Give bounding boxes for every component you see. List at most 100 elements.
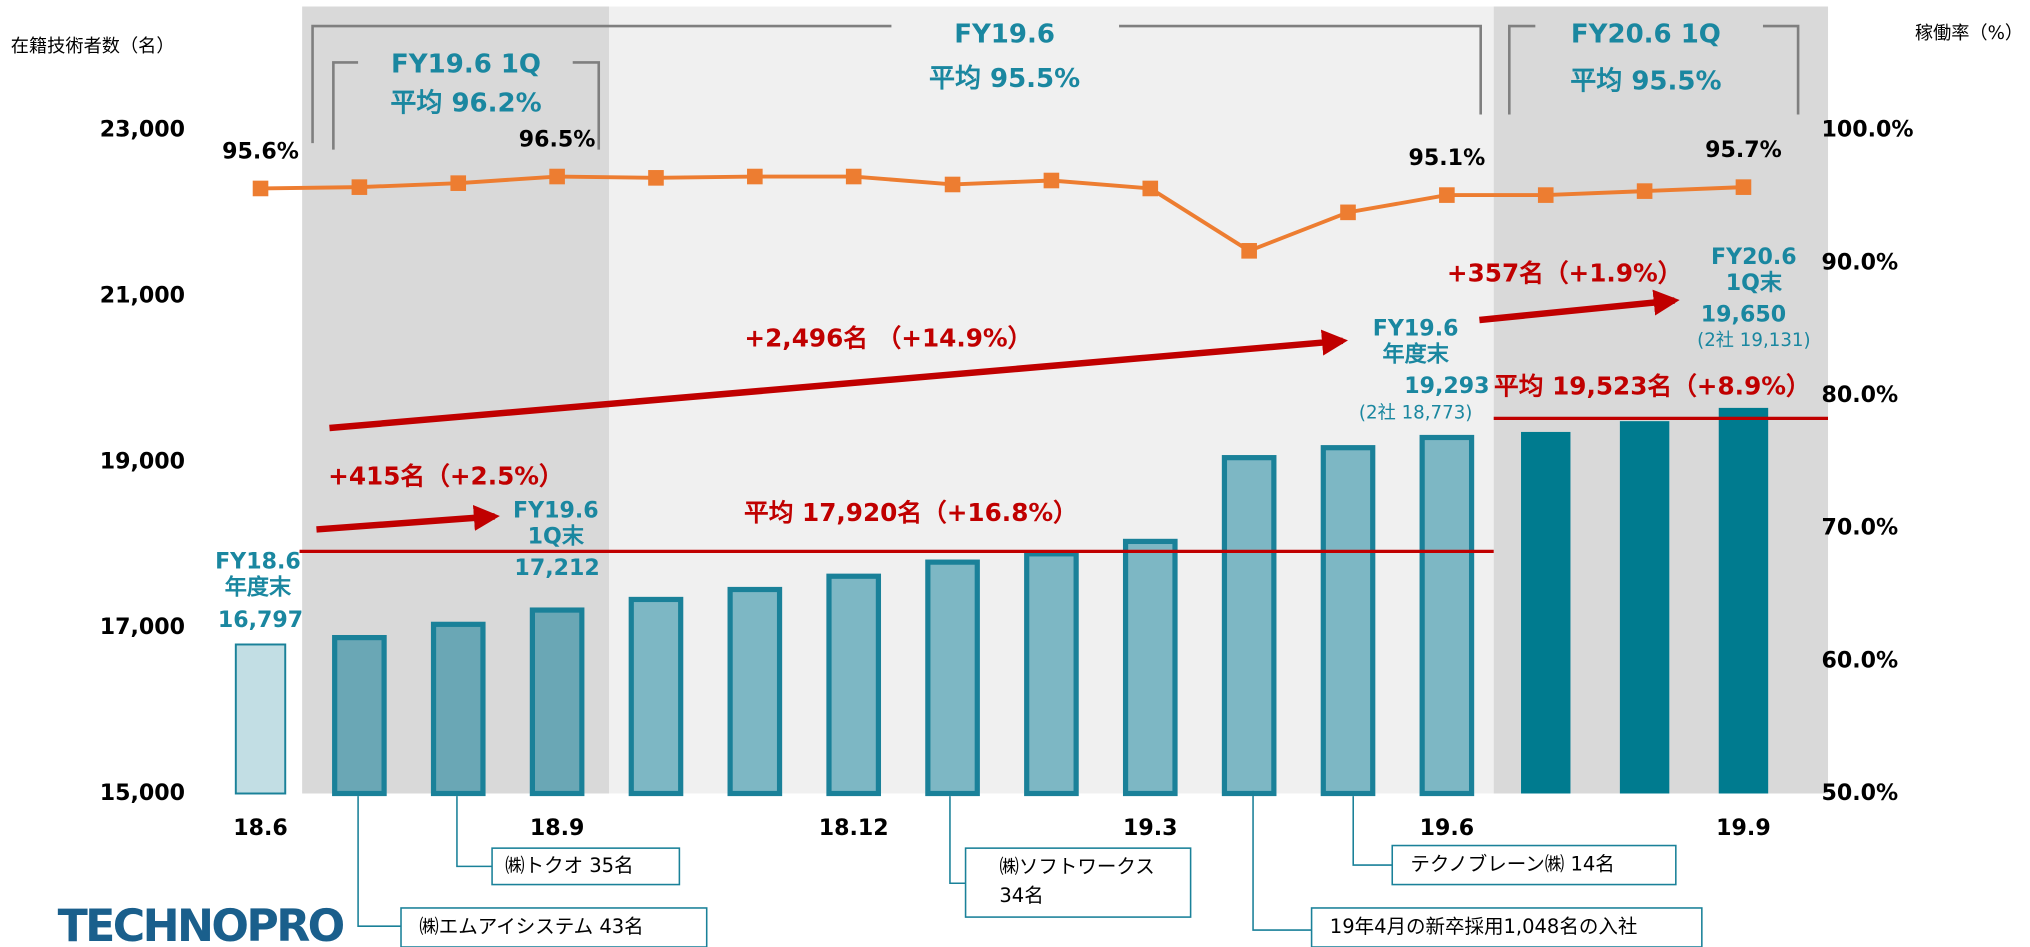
y2-axis-label: 稼働率（%）	[1915, 23, 2023, 44]
average-label: 平均 19,523名（+8.9%）	[1494, 372, 1811, 401]
rate-marker	[1537, 187, 1554, 203]
x-tick-label: 18.9	[530, 815, 585, 841]
arrow	[1479, 289, 1680, 324]
y2-tick-label: 90.0%	[1822, 249, 1899, 275]
rate-marker	[1439, 187, 1455, 203]
bar-caption: FY20.6	[1711, 244, 1797, 270]
period-title: FY19.6 1Q	[391, 50, 541, 80]
rate-marker	[252, 180, 269, 197]
rate-label: 95.6%	[222, 139, 299, 165]
callout-box	[1310, 907, 1703, 947]
rate-marker	[1142, 180, 1159, 197]
rate-marker	[944, 176, 961, 193]
bar-caption: 1Q末	[528, 524, 585, 550]
growth-label: +415名（+2.5%）	[328, 461, 564, 490]
sub-total: (2社 18,773)	[1359, 403, 1472, 424]
period-avg: 平均 96.2%	[390, 89, 541, 119]
rate-marker	[1043, 172, 1060, 189]
bracket	[332, 61, 601, 150]
leader	[456, 796, 493, 868]
bar-caption: FY18.6	[215, 548, 301, 574]
period-avg: 平均 95.5%	[1570, 66, 1721, 96]
bar	[925, 559, 980, 797]
bar	[234, 643, 287, 795]
y2-tick-label: 80.0%	[1822, 382, 1899, 408]
rate-marker	[845, 168, 862, 185]
period-avg: 平均 95.5%	[929, 64, 1080, 94]
y-tick-label: 23,000	[100, 117, 185, 143]
rate-marker	[747, 168, 763, 185]
rate-line	[260, 174, 1744, 254]
bar-caption: 1Q末	[1726, 270, 1783, 296]
bar-caption: 年度末	[1382, 342, 1449, 368]
callout: ㈱エムアイシステム 43名	[419, 915, 643, 938]
bar	[1122, 538, 1178, 797]
y-tick-label: 19,000	[100, 448, 185, 474]
y-tick-label: 15,000	[100, 780, 185, 806]
bar	[1718, 407, 1769, 794]
arrow	[329, 329, 1348, 432]
y-axis-label: 在籍技術者数（名）	[11, 36, 175, 57]
y2-tick-label: 70.0%	[1822, 515, 1899, 541]
bar	[1419, 434, 1475, 797]
rate-label: 95.1%	[1409, 145, 1486, 171]
period-title: FY19.6	[954, 20, 1055, 50]
callout: テクノブレーン㈱ 14名	[1410, 853, 1614, 876]
rate-label: 95.7%	[1705, 137, 1782, 163]
bar	[727, 586, 783, 797]
bar	[826, 573, 882, 797]
sub-total: (2社 19,131)	[1697, 330, 1810, 351]
callout-box	[491, 847, 681, 886]
rate-marker	[549, 168, 565, 185]
bar-caption: 年度末	[225, 574, 292, 600]
y-tick-label: 17,000	[100, 614, 185, 640]
callout: 34名	[999, 884, 1043, 907]
callout-box	[1391, 844, 1677, 886]
bar	[1619, 421, 1670, 794]
x-tick-label: 19.6	[1420, 815, 1475, 841]
logo: TECHNOPRO	[58, 901, 344, 947]
callout-box	[964, 847, 1192, 918]
bar	[1521, 431, 1571, 794]
x-tick-label: 18.12	[819, 815, 889, 841]
x-tick-label: 19.9	[1716, 815, 1771, 841]
bar-caption: FY19.6	[1373, 316, 1459, 342]
rate-marker	[648, 170, 664, 186]
bar	[332, 634, 387, 797]
rate-marker	[1636, 183, 1653, 199]
arrow	[316, 504, 500, 533]
bar	[1221, 455, 1277, 797]
bracket	[1508, 24, 1800, 115]
y-tick-label: 21,000	[100, 282, 185, 308]
bar	[1024, 551, 1079, 797]
average-label: 平均 17,920名（+16.8%）	[744, 498, 1078, 527]
rate-marker	[1340, 204, 1356, 221]
callout-box	[400, 907, 708, 947]
callout: 19年4月の新卒採用1,048名の入社	[1330, 915, 1638, 938]
period-title: FY20.6 1Q	[1571, 20, 1721, 50]
callout: ㈱ソフトワークス	[999, 855, 1154, 878]
y2-tick-label: 100.0%	[1822, 117, 1914, 143]
bar-caption: FY19.6	[513, 498, 599, 524]
rate-marker	[351, 179, 368, 195]
bar	[1320, 445, 1376, 797]
rate-marker	[450, 175, 467, 191]
leader	[1252, 790, 1312, 931]
bar	[628, 596, 684, 797]
y2-tick-label: 50.0%	[1822, 780, 1899, 806]
callout: ㈱トクオ 35名	[505, 854, 634, 877]
growth-label: +357名（+1.9%）	[1447, 258, 1683, 287]
bar	[430, 621, 486, 797]
value-label: 16,797	[218, 607, 303, 633]
y2-tick-label: 60.0%	[1822, 647, 1899, 673]
value-label: 19,650	[1701, 301, 1786, 327]
leader	[357, 796, 402, 927]
x-tick-label: 19.3	[1123, 815, 1178, 841]
rate-marker	[1735, 179, 1752, 195]
bar	[529, 607, 585, 797]
value-label: 17,212	[514, 555, 599, 581]
rate-marker	[1241, 243, 1257, 259]
leader	[1352, 796, 1393, 866]
value-label: 19,293	[1404, 373, 1489, 399]
